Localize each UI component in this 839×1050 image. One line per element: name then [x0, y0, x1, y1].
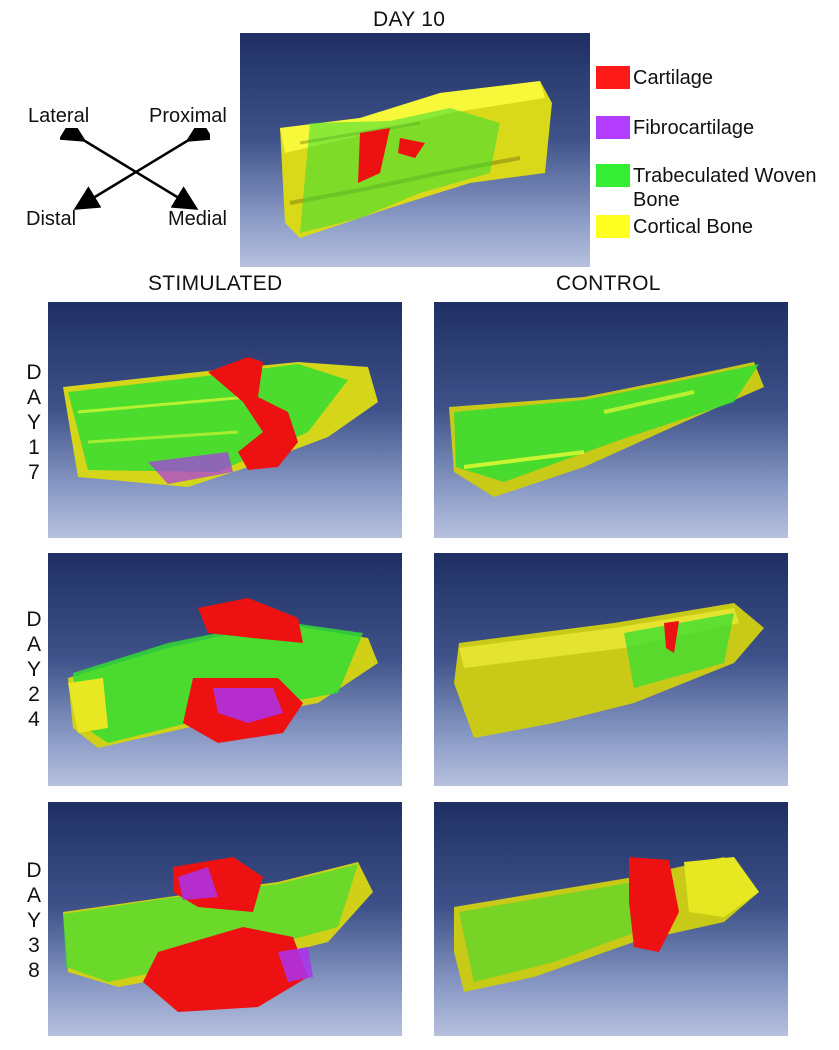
legend-label: Fibrocartilage [633, 117, 755, 139]
row-label-char: 2 [28, 683, 40, 706]
legend-label: Cortical Bone [633, 216, 754, 238]
row-label-char: D [26, 859, 42, 882]
row-label-char: A [26, 633, 41, 656]
stimulated-day38-panel [48, 802, 402, 1036]
control-header: CONTROL [556, 272, 661, 295]
legend-label: Trabeculated Woven Bone [633, 165, 817, 211]
cartilage-swatch [596, 66, 630, 89]
row-label-char: 8 [28, 959, 40, 982]
row-label-char: D [26, 361, 42, 384]
row-label-char: A [26, 386, 41, 409]
bone-render-stim17 [63, 357, 378, 487]
row-label-char: Y [26, 909, 41, 932]
row-label-char: 4 [28, 708, 40, 731]
proximal-label: Proximal [149, 105, 227, 127]
legend-woven-bone: Trabeculated Woven Bone [596, 164, 816, 212]
bone-render-day10 [280, 81, 552, 238]
orientation-arrows [60, 128, 210, 210]
bone-render-ctrl38 [454, 857, 759, 992]
stimulated-day17-panel [48, 302, 402, 538]
legend-fibrocartilage: Fibrocartilage [596, 116, 754, 140]
row-label-char: D [26, 608, 42, 631]
row-label-char: Y [26, 658, 41, 681]
row-label-day24: D A Y 2 4 [22, 607, 46, 732]
stimulated-day24-panel [48, 553, 402, 786]
row-label-char: 3 [28, 934, 40, 957]
row-label-day17: D A Y 1 7 [22, 360, 46, 485]
control-day17-panel [434, 302, 788, 538]
bone-render-ctrl17 [449, 362, 764, 497]
legend-label: Cartilage [633, 67, 714, 89]
woven-bone-swatch [596, 164, 630, 187]
stimulated-header: STIMULATED [148, 272, 283, 295]
bone-render-stim38 [63, 857, 373, 1012]
day10-title: DAY 10 [373, 8, 446, 31]
legend-cortical-bone: Cortical Bone [596, 215, 753, 239]
control-day24-panel [434, 553, 788, 786]
row-label-char: Y [26, 411, 41, 434]
fibrocartilage-swatch [596, 116, 630, 139]
lateral-label: Lateral [28, 105, 90, 127]
legend-cartilage: Cartilage [596, 66, 713, 90]
distal-label: Distal [26, 208, 77, 230]
medial-label: Medial [168, 208, 227, 230]
day10-render-panel [240, 33, 590, 267]
bone-render-ctrl24 [454, 603, 764, 738]
control-day38-panel [434, 802, 788, 1036]
bone-render-stim24 [68, 598, 378, 748]
row-label-char: 1 [28, 436, 40, 459]
row-label-char: A [26, 884, 41, 907]
row-label-char: 7 [28, 461, 40, 484]
cortical-bone-swatch [596, 215, 630, 238]
row-label-day38: D A Y 3 8 [22, 858, 46, 983]
